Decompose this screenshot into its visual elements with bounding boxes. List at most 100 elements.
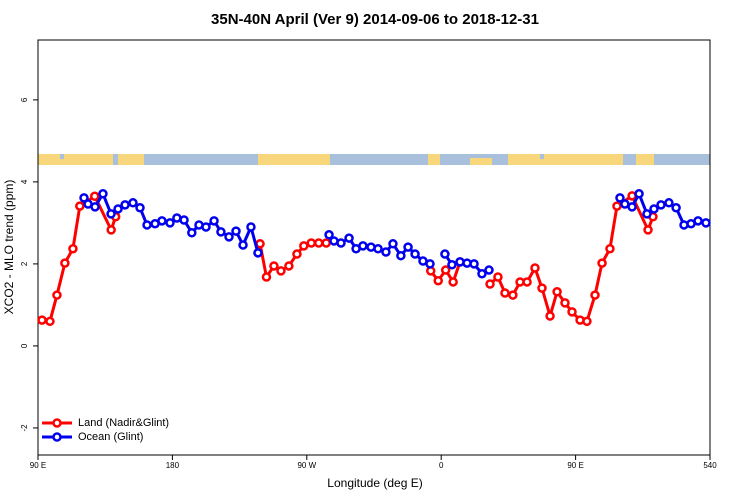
y-tick-label: 2 <box>20 261 29 266</box>
data-point <box>537 283 547 293</box>
data-point <box>253 248 263 258</box>
data-point <box>485 279 495 289</box>
data-point <box>664 198 674 208</box>
data-point <box>299 241 309 251</box>
x-tick-label: 90 E <box>30 461 46 470</box>
data-point <box>643 225 653 235</box>
data-point <box>642 209 652 219</box>
data-point <box>358 241 368 251</box>
legend-label: Ocean (Glint) <box>78 431 143 443</box>
data-point <box>68 243 78 254</box>
data-point <box>545 311 555 321</box>
data-point <box>106 225 116 235</box>
data-point <box>522 277 532 287</box>
data-point <box>79 193 89 203</box>
data-point <box>627 202 637 212</box>
data-point <box>120 200 130 210</box>
data-point <box>440 265 451 275</box>
y-tick-label: 4 <box>20 179 29 184</box>
data-point <box>261 272 272 282</box>
data-point <box>671 202 681 213</box>
data-point <box>321 238 331 248</box>
data-point <box>89 191 100 201</box>
series-line <box>41 194 118 324</box>
data-point <box>246 222 256 232</box>
data-point <box>276 266 286 276</box>
data-point <box>216 227 226 237</box>
data-point <box>508 290 518 300</box>
data-point <box>656 200 666 210</box>
data-point <box>701 218 711 228</box>
data-point <box>90 202 100 212</box>
y-tick-label: 0 <box>20 343 29 348</box>
data-point <box>60 258 70 268</box>
data-point <box>306 238 317 248</box>
x-tick-label: 540 <box>703 461 717 470</box>
data-point <box>615 193 625 203</box>
data-point <box>388 239 398 249</box>
data-point <box>381 247 391 257</box>
data-point <box>336 238 346 248</box>
data-point <box>201 222 211 232</box>
data-point <box>128 198 138 208</box>
y-axis-label: XCO2 - MLO trend (ppm) <box>2 180 16 315</box>
x-tick-label: 180 <box>166 461 180 470</box>
legend-marker <box>52 418 62 428</box>
data-point <box>142 220 152 230</box>
data-point <box>552 287 562 297</box>
data-point <box>238 240 248 250</box>
data-point <box>484 265 494 275</box>
surface-strip <box>38 154 710 165</box>
data-point <box>209 216 219 226</box>
data-point <box>344 233 354 243</box>
x-tick-label: 0 <box>439 461 444 470</box>
data-point <box>530 263 540 273</box>
data-point <box>493 272 503 282</box>
x-axis-label: Longitude (deg E) <box>327 476 422 490</box>
data-point <box>469 259 479 269</box>
x-tick-label: 90 E <box>567 461 583 470</box>
plot-frame <box>37 39 711 456</box>
data-point <box>477 268 487 279</box>
series-line <box>489 193 655 324</box>
data-point <box>425 259 435 269</box>
data-point <box>597 258 607 268</box>
y-tick-label: 6 <box>20 97 29 102</box>
data-point <box>179 215 189 225</box>
data-point <box>567 307 577 317</box>
data-point <box>135 202 145 213</box>
data-point <box>605 243 615 254</box>
data-point <box>292 249 302 259</box>
chart-title: 35N-40N April (Ver 9) 2014-09-06 to 2018… <box>211 11 539 28</box>
legend-marker <box>52 432 62 442</box>
data-point <box>590 290 600 300</box>
data-point <box>447 259 457 270</box>
data-point <box>165 218 175 228</box>
x-tick-label: 90 W <box>297 461 316 470</box>
legend-label: Land (Nadir&Glint) <box>78 417 169 429</box>
data-point <box>433 275 443 286</box>
data-point <box>113 204 123 214</box>
y-tick-label: -2 <box>20 424 29 432</box>
data-point <box>396 250 406 261</box>
data-point <box>106 209 116 219</box>
data-point <box>52 290 62 300</box>
data-point <box>157 216 167 226</box>
data-point <box>187 227 197 238</box>
data-point <box>612 201 622 211</box>
data-point <box>231 226 241 236</box>
data-point <box>500 288 510 298</box>
data-point <box>98 189 108 199</box>
data-point <box>373 243 383 254</box>
data-point <box>582 316 592 327</box>
series-line <box>258 241 327 281</box>
data-point <box>649 204 659 214</box>
data-point <box>224 232 234 242</box>
data-point <box>45 316 55 327</box>
data-point <box>634 189 644 199</box>
data-point <box>440 249 450 259</box>
data-point <box>448 277 458 287</box>
data-point <box>269 261 279 271</box>
data-point <box>560 298 570 308</box>
